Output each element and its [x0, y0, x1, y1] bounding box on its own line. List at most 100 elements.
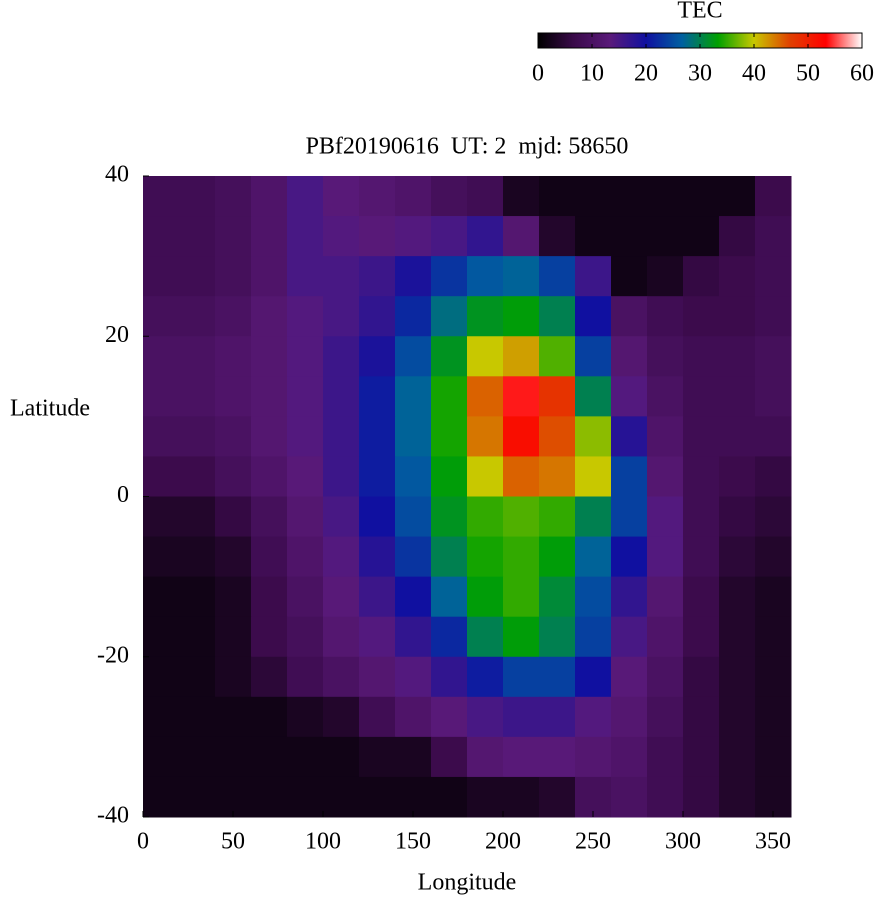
heatmap-cell [539, 736, 576, 778]
heatmap-cell [179, 376, 216, 417]
heatmap-cell [755, 656, 792, 698]
heatmap-cell [611, 336, 648, 377]
heatmap-cell [503, 736, 540, 778]
heatmap-cell [575, 456, 612, 497]
heatmap-cell [251, 296, 288, 337]
heatmap-cell [431, 176, 468, 217]
heatmap-cell [143, 256, 180, 297]
heatmap-cell [611, 736, 648, 778]
heatmap-cell [251, 416, 288, 457]
heatmap-cell [359, 616, 396, 658]
heatmap-cell [503, 456, 540, 497]
heatmap-cell [359, 376, 396, 417]
heatmap-cell [611, 616, 648, 658]
heatmap-cell [719, 336, 756, 377]
heatmap-cell [467, 656, 504, 698]
heatmap-cell [467, 256, 504, 297]
heatmap-cell [143, 456, 180, 497]
heatmap-cell [611, 256, 648, 297]
heatmap-cell [683, 576, 720, 618]
heatmap-cell [647, 376, 684, 417]
heatmap-cell [179, 616, 216, 658]
heatmap-cell [323, 736, 360, 778]
heatmap-cell [503, 256, 540, 297]
heatmap-cell [719, 536, 756, 578]
heatmap-cell [503, 216, 540, 257]
heatmap-cell [287, 536, 324, 578]
heatmap-cell [395, 696, 432, 738]
heatmap-cell [287, 776, 324, 818]
y-tick-label: 40 [105, 162, 129, 188]
heatmap-cell [287, 576, 324, 618]
heatmap-cell [647, 176, 684, 217]
heatmap-cell [719, 696, 756, 738]
heatmap-cell [539, 576, 576, 618]
heatmap-cell [431, 776, 468, 818]
heatmap-cell [395, 456, 432, 497]
heatmap-cell [683, 496, 720, 538]
heatmap-cell [215, 416, 252, 457]
heatmap-cell [143, 696, 180, 738]
heatmap-cell [467, 536, 504, 578]
heatmap-cell [431, 216, 468, 257]
heatmap-cell [611, 656, 648, 698]
heatmap-cell [719, 216, 756, 257]
heatmap-cell [323, 536, 360, 578]
heatmap-cell [755, 616, 792, 658]
heatmap-cell [647, 416, 684, 457]
heatmap-cell [215, 776, 252, 818]
colorbar-tick-label: 20 [634, 61, 658, 87]
heatmap [143, 176, 792, 818]
heatmap-cell [611, 776, 648, 818]
heatmap-cell [359, 416, 396, 457]
heatmap-cell [539, 456, 576, 497]
heatmap-cell [179, 536, 216, 578]
colorbar-tick-label: 50 [796, 61, 820, 87]
heatmap-cell [755, 696, 792, 738]
heatmap-cell [359, 456, 396, 497]
heatmap-cell [323, 496, 360, 538]
heatmap-cell [539, 496, 576, 538]
heatmap-cell [539, 776, 576, 818]
heatmap-cell [683, 736, 720, 778]
heatmap-cell [323, 336, 360, 377]
heatmap-cell [359, 536, 396, 578]
heatmap-cell [755, 456, 792, 497]
heatmap-cell [431, 496, 468, 538]
heatmap-cell [719, 736, 756, 778]
heatmap-cell [143, 576, 180, 618]
heatmap-cell [323, 576, 360, 618]
heatmap-cell [431, 696, 468, 738]
heatmap-cell [251, 176, 288, 217]
heatmap-cell [179, 696, 216, 738]
heatmap-cell [323, 616, 360, 658]
heatmap-cell [611, 176, 648, 217]
heatmap-cell [395, 376, 432, 417]
heatmap-cell [431, 456, 468, 497]
heatmap-cell [431, 616, 468, 658]
heatmap-cell [611, 536, 648, 578]
heatmap-cell [647, 496, 684, 538]
heatmap-cell [467, 416, 504, 457]
heatmap-cell [287, 256, 324, 297]
heatmap-cell [431, 736, 468, 778]
heatmap-cell [503, 496, 540, 538]
heatmap-cell [359, 496, 396, 538]
heatmap-cell [719, 656, 756, 698]
heatmap-cell [575, 736, 612, 778]
heatmap-cell [719, 376, 756, 417]
heatmap-cell [467, 496, 504, 538]
heatmap-cell [143, 376, 180, 417]
heatmap-cell [755, 296, 792, 337]
heatmap-cell [359, 696, 396, 738]
x-tick-label: 0 [137, 829, 149, 855]
heatmap-cell [143, 416, 180, 457]
heatmap-cell [287, 736, 324, 778]
heatmap-cell [647, 736, 684, 778]
heatmap-cell [323, 176, 360, 217]
heatmap-cell [683, 176, 720, 217]
heatmap-cell [359, 336, 396, 377]
heatmap-cell [467, 176, 504, 217]
heatmap-cell [755, 536, 792, 578]
